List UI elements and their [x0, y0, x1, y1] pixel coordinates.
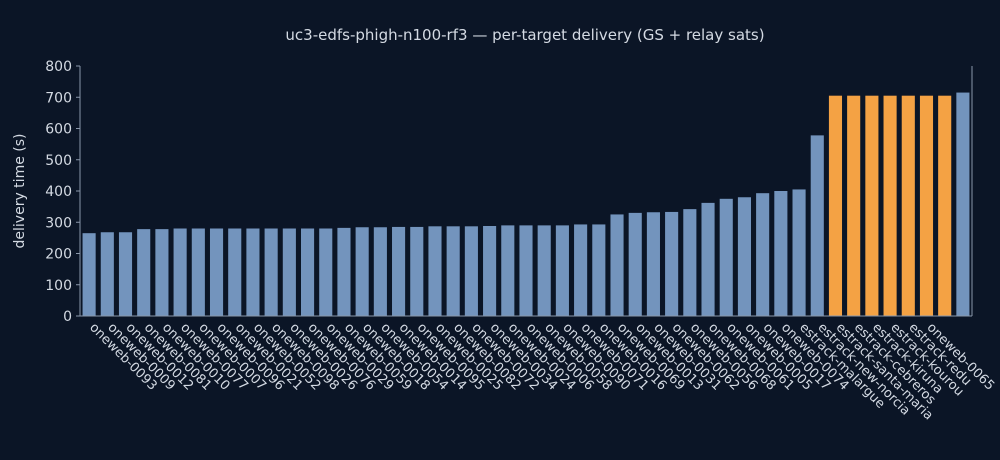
y-tick-label: 800 — [45, 59, 72, 75]
bar — [246, 228, 260, 316]
bar — [410, 226, 424, 316]
bar — [392, 226, 406, 316]
y-tick-label: 0 — [63, 309, 72, 325]
bar — [901, 95, 915, 316]
bar — [665, 211, 679, 316]
bar — [919, 95, 934, 316]
bar — [337, 227, 351, 316]
y-tick-label: 600 — [45, 122, 72, 138]
bar — [82, 233, 96, 316]
y-tick-label: 300 — [45, 215, 72, 231]
bar — [137, 229, 151, 316]
bar — [683, 209, 697, 316]
bar — [792, 189, 806, 316]
bar — [155, 229, 169, 316]
bar — [574, 224, 588, 316]
bar — [483, 226, 497, 316]
chart-title: uc3-edfs-phigh-n100-rf3 — per-target del… — [285, 26, 764, 44]
y-tick-label: 500 — [45, 153, 72, 169]
bar — [774, 191, 788, 316]
bar — [355, 227, 369, 316]
bar — [737, 197, 752, 316]
bar — [173, 228, 187, 316]
y-tick-label: 400 — [45, 184, 72, 200]
x-ticks: oneweb-0093oneweb-0009oneweb-0012oneweb-… — [86, 320, 997, 423]
bar — [828, 95, 843, 316]
bar — [847, 95, 861, 316]
bar — [373, 227, 387, 316]
y-axis-label: delivery time (s) — [12, 134, 28, 249]
bar — [300, 228, 315, 316]
bar — [610, 214, 624, 316]
y-tick-label: 100 — [45, 278, 72, 294]
bar — [537, 225, 551, 316]
bar — [756, 193, 770, 316]
y-tick-label: 200 — [45, 247, 72, 263]
bar — [519, 225, 533, 316]
y-tick-label: 700 — [45, 90, 72, 106]
bar — [883, 95, 897, 316]
bar — [810, 135, 824, 316]
bar — [956, 92, 970, 316]
bar — [264, 228, 278, 316]
bar — [701, 202, 715, 316]
bar — [938, 95, 952, 316]
bar — [555, 225, 569, 316]
y-ticks: 0 100 200 300 400 500 600 700 800 — [45, 59, 80, 325]
bar-group — [82, 92, 970, 316]
bar — [646, 212, 660, 316]
bar — [428, 226, 442, 316]
bar — [501, 225, 515, 316]
bar — [282, 228, 296, 316]
bar — [628, 212, 642, 316]
bar — [719, 198, 733, 316]
bar — [191, 228, 205, 316]
bar — [319, 228, 333, 316]
bar — [118, 232, 133, 316]
bar — [228, 228, 242, 316]
bar — [464, 226, 478, 316]
bar — [592, 224, 606, 316]
bar — [446, 226, 460, 316]
bar — [100, 232, 114, 316]
bar — [209, 228, 224, 316]
bar — [865, 95, 879, 316]
